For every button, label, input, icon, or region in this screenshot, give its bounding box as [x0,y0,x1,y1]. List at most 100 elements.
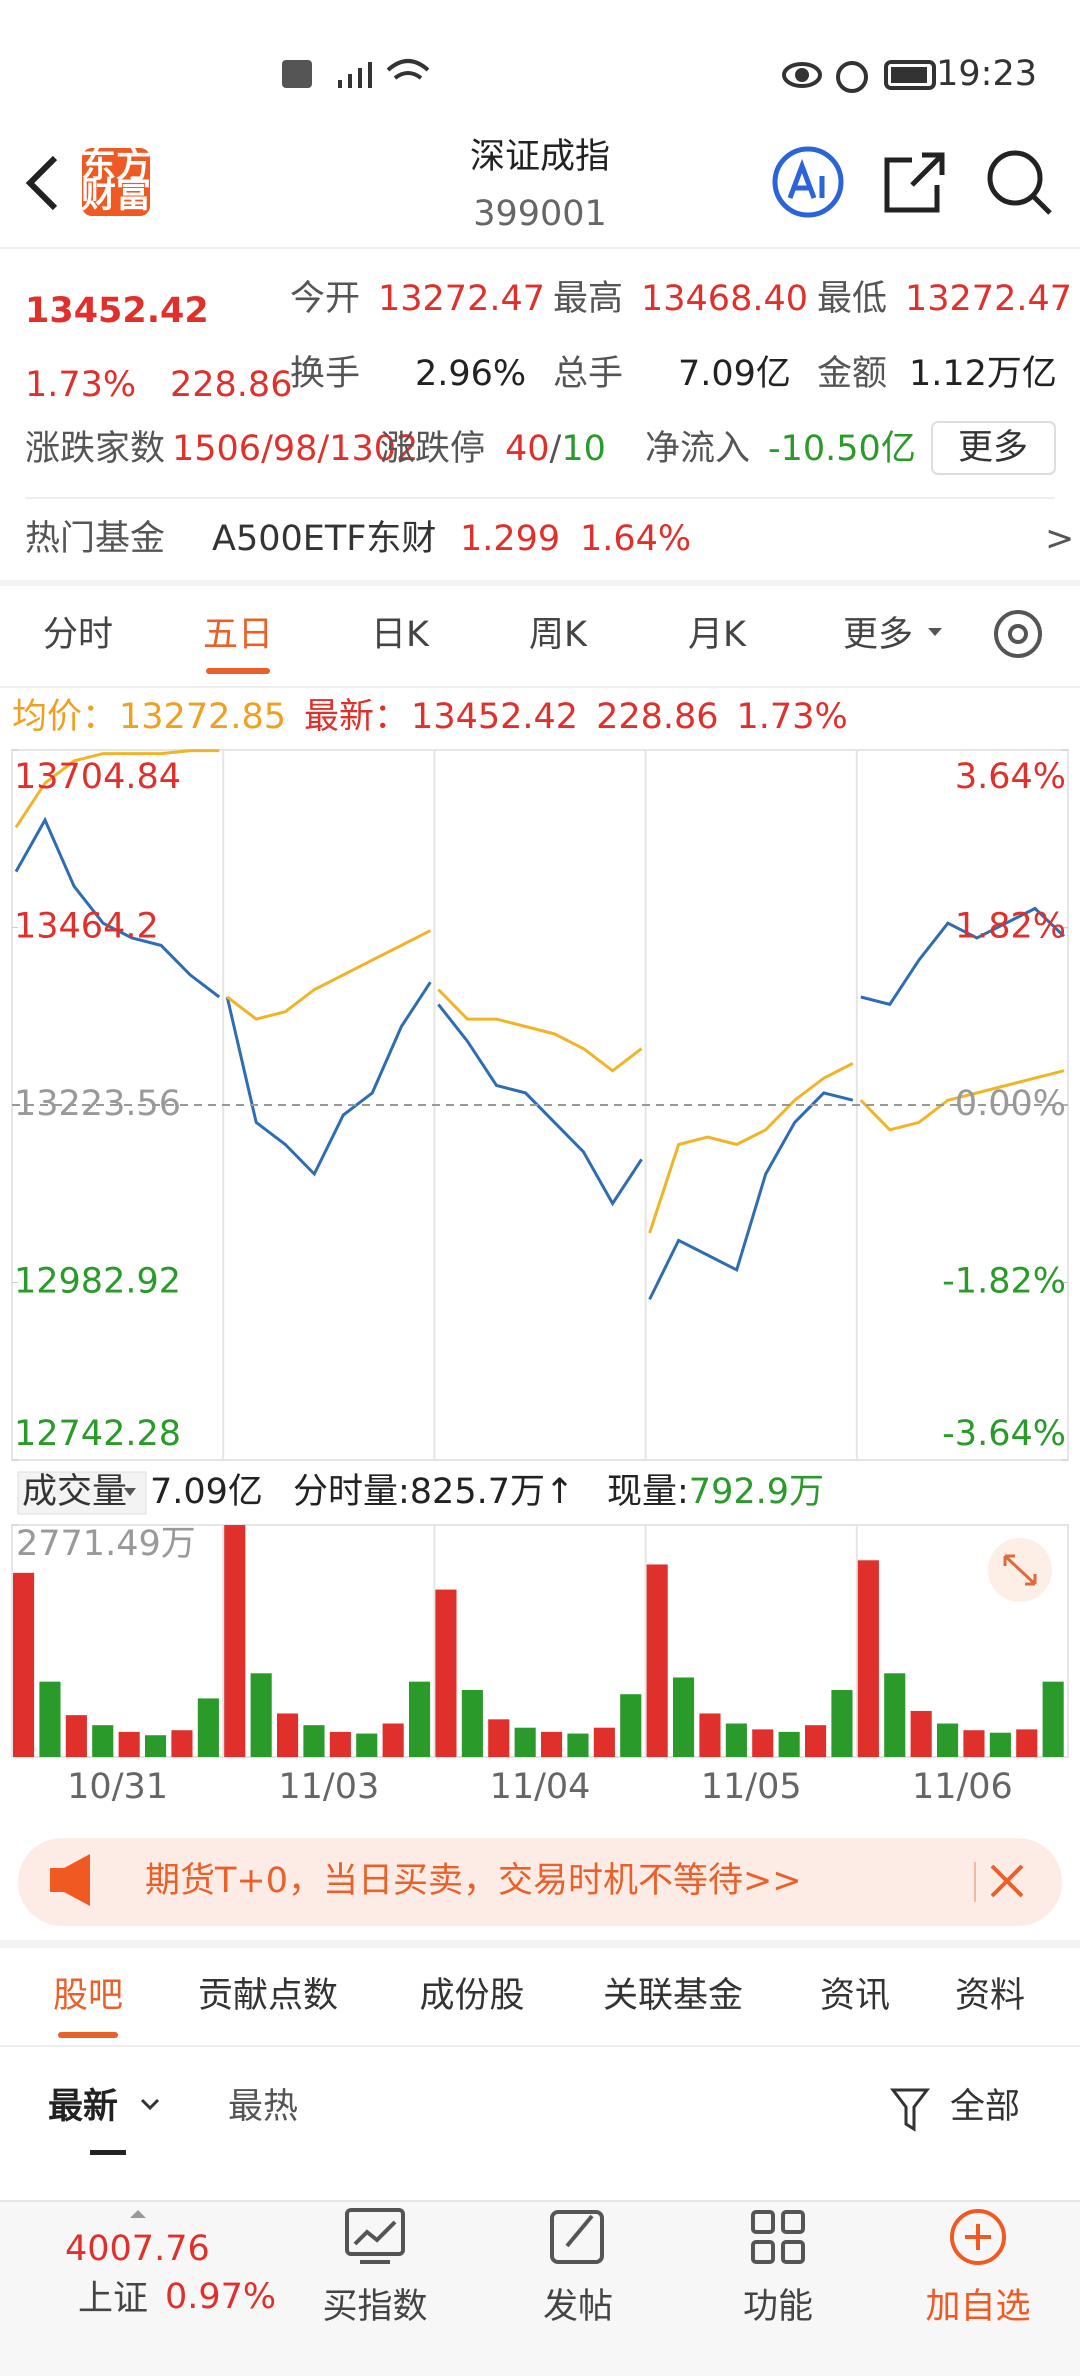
change-pct: 1.73% [25,365,136,405]
field-value: 13468.40 [641,279,808,319]
expand-arrow [130,2210,146,2218]
price-line [437,1003,643,1207]
chart-tab[interactable]: 五日 [203,615,273,655]
subtab-underline [90,2150,126,2155]
x-tick-label: 10/31 [67,1767,168,1807]
divider [0,686,1080,688]
divider [0,2200,1080,2202]
field-label: 换手 [290,354,360,394]
price-line [226,929,432,1021]
settings-icon[interactable] [994,610,1042,658]
inflow-value: -10.50亿 [768,429,916,469]
volume-bar [699,1713,721,1757]
volume-bar [620,1694,642,1757]
volume-bar [514,1727,536,1757]
field-label: 最高 [553,279,623,319]
logo [82,148,150,216]
chart-tab[interactable]: 分时 [43,615,113,655]
hot-fund-arrow[interactable]: > [1045,519,1074,559]
nav-label[interactable]: 功能 [743,2287,813,2327]
legend-text: 13452.42 [411,697,578,737]
limit-values: 40/10 [505,429,606,469]
volume-bar [250,1673,272,1757]
subtab[interactable]: 最热 [228,2087,298,2127]
status-icons [282,59,936,93]
y-tick-label: 13464.2 [14,907,159,947]
volume-bar [171,1730,193,1757]
volume-bar [277,1713,299,1757]
price-line [648,1062,854,1234]
volume-frame [11,1524,1069,1758]
breadth-label: 涨跌家数 [25,429,165,469]
banner-close[interactable] [990,1864,1024,1898]
price-line [437,988,643,1073]
field-value: 1.12万亿 [909,354,1057,394]
tab[interactable]: 成份股 [419,1976,524,2016]
more-label[interactable]: 更多 [958,428,1028,468]
index-price: 4007.76 [65,2229,210,2269]
hot-fund-name[interactable]: A500ETF东财 [212,519,436,559]
volume-bar [92,1725,114,1757]
volume-bar [435,1589,457,1757]
back-button[interactable] [25,155,58,211]
tab[interactable]: 贡献点数 [198,1976,338,2016]
volume-bar [778,1731,800,1757]
x-tick-label: 11/03 [278,1767,379,1807]
legend-text: 最新： [304,697,409,737]
volume-bar [937,1723,959,1757]
status-time: 19:23 [936,54,1037,94]
volume-bar [197,1698,219,1757]
volume-total: 7.09亿 [150,1472,263,1512]
nav-label[interactable]: 买指数 [322,2287,427,2327]
volume-bar [646,1564,668,1757]
filter-icon[interactable] [889,2088,931,2132]
field-value: 7.09亿 [678,354,791,394]
volume-bar [989,1732,1011,1757]
code: 399001 [473,194,607,234]
y2-tick-label: -1.82% [942,1262,1066,1302]
volume-bar [356,1733,378,1757]
nav-icons[interactable] [345,2208,1006,2265]
chart-tab[interactable]: 更多 [843,615,913,655]
header-icons[interactable] [772,146,1052,218]
volume-selector[interactable] [17,1471,147,1515]
chart-tab[interactable]: 周K [529,615,588,655]
banner-text[interactable]: 期货T+0，当日买卖，交易时机不等待>> [145,1861,802,1901]
volume-bar [541,1731,563,1757]
dropdown-icon [124,1488,136,1496]
volume-bar [303,1725,325,1757]
logo-text: 财富 [81,175,151,216]
volume-bar [1016,1729,1038,1757]
price: 13452.42 [25,291,209,331]
subtab[interactable]: 最新 [48,2087,118,2127]
tab[interactable]: 资讯 [820,1976,890,2016]
volume-now: 792.9万 [689,1472,824,1512]
chart-tab[interactable]: 日K [371,615,430,655]
nav-label[interactable]: 加自选 [925,2287,1030,2327]
limit-up: 40 [505,429,550,469]
y-tick-label: 12742.28 [14,1414,181,1454]
dropdown-icon [140,2098,160,2111]
nav-label[interactable]: 发帖 [543,2287,613,2327]
more-button[interactable] [931,421,1056,475]
volume-now-label: 现量: [607,1472,689,1512]
volume-bar [65,1715,87,1757]
chart-tab[interactable]: 月K [688,615,747,655]
volume-bar [145,1735,167,1757]
tab[interactable]: 资料 [955,1976,1025,2016]
y-tick-label: 13223.56 [14,1084,181,1124]
legend-text: 1.73% [737,697,848,737]
volume-bar [857,1560,879,1757]
dropdown-icon [928,628,942,636]
y2-tick-label: -3.64% [942,1414,1066,1454]
breadth-value: 1506/98/1302 [172,429,418,469]
volume-bar [805,1725,827,1757]
banner[interactable] [18,1838,1062,1926]
expand-icon [1003,1554,1037,1586]
tab[interactable]: 关联基金 [603,1976,743,2016]
filter-label[interactable]: 全部 [950,2087,1020,2127]
tab[interactable]: 股吧 [53,1976,123,2016]
change: 228.86 [170,365,292,405]
